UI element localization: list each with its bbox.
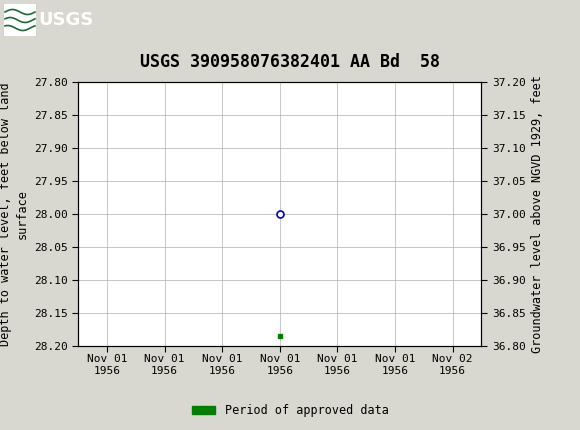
Bar bbox=[4, 4, 36, 36]
Y-axis label: Groundwater level above NGVD 1929, feet: Groundwater level above NGVD 1929, feet bbox=[531, 75, 544, 353]
Text: USGS 390958076382401 AA Bd  58: USGS 390958076382401 AA Bd 58 bbox=[140, 53, 440, 71]
Text: USGS: USGS bbox=[38, 11, 93, 29]
Y-axis label: Depth to water level, feet below land
surface: Depth to water level, feet below land su… bbox=[0, 82, 28, 346]
Legend: Period of approved data: Period of approved data bbox=[187, 399, 393, 422]
